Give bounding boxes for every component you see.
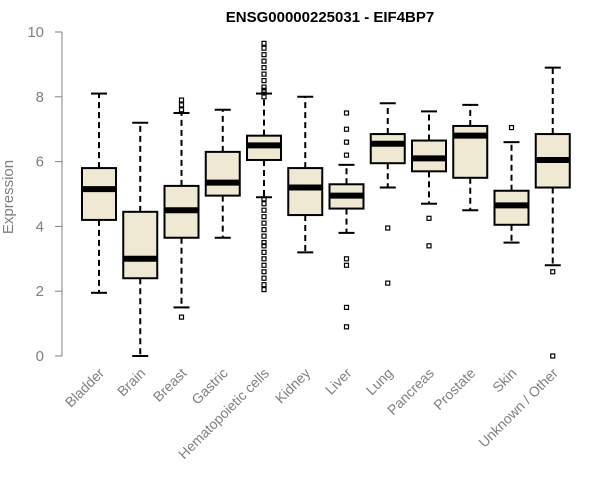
outlier-point xyxy=(261,89,267,95)
outlier-point xyxy=(261,45,267,51)
outlier-point xyxy=(261,275,267,281)
outlier-point xyxy=(178,102,185,108)
outlier-point xyxy=(178,107,185,113)
outlier-point xyxy=(343,139,350,145)
outlier-point xyxy=(550,269,556,275)
x-tick-label: Skin xyxy=(489,365,520,396)
box-group xyxy=(493,124,530,244)
iqr-box xyxy=(122,210,159,280)
outlier-point xyxy=(550,353,556,359)
box-group xyxy=(122,121,159,357)
box-group xyxy=(287,95,324,254)
outlier-point xyxy=(261,201,267,207)
outlier-point xyxy=(261,207,267,213)
outlier-point xyxy=(261,227,267,233)
outlier-point xyxy=(261,269,267,275)
outlier-point xyxy=(261,286,267,293)
y-tick-label: 6 xyxy=(36,154,44,171)
outlier-point xyxy=(343,126,350,132)
outlier-point xyxy=(261,40,267,46)
outlier-point xyxy=(343,262,350,268)
outlier-point xyxy=(343,110,350,116)
iqr-box xyxy=(204,150,241,197)
y-tick-label: 4 xyxy=(36,218,44,235)
outlier-point xyxy=(343,256,350,262)
x-tick-label: Bladder xyxy=(62,365,108,411)
x-tick-label: Breast xyxy=(150,365,190,405)
box-group xyxy=(411,110,447,249)
outlier-point xyxy=(261,256,267,262)
y-tick-label: 8 xyxy=(36,89,44,106)
box-group xyxy=(81,92,117,294)
iqr-box xyxy=(287,167,324,217)
box-group xyxy=(246,40,282,293)
y-axis-label: Expression xyxy=(0,160,17,234)
outlier-point xyxy=(343,152,350,158)
y-tick-label: 2 xyxy=(36,283,44,300)
outlier-point xyxy=(385,225,391,231)
box-group xyxy=(163,97,200,320)
outlier-point xyxy=(426,243,432,249)
outlier-point xyxy=(385,280,391,286)
chart-title: ENSG00000225031 - EIF4BP7 xyxy=(226,9,434,26)
outlier-point xyxy=(261,262,267,268)
box-group xyxy=(328,110,365,330)
outlier-point xyxy=(261,243,267,249)
iqr-box xyxy=(81,167,117,221)
outlier-point xyxy=(261,196,267,202)
iqr-box xyxy=(369,133,406,165)
outlier-point xyxy=(261,240,267,246)
outlier-point xyxy=(261,249,267,255)
outlier-point xyxy=(508,124,515,131)
x-tick-label: Kidney xyxy=(272,365,314,407)
outlier-point xyxy=(261,282,267,288)
outlier-point xyxy=(261,71,267,77)
x-tick-label: Prostate xyxy=(430,365,478,413)
outlier-point xyxy=(261,214,267,220)
box-group xyxy=(369,102,406,286)
box-group xyxy=(452,103,489,212)
x-tick-label: Lung xyxy=(363,365,396,398)
box-group xyxy=(204,108,241,239)
y-axis: 0 2 4 6 8 10 xyxy=(27,24,63,365)
x-tick-label: Brain xyxy=(114,365,148,399)
outlier-point xyxy=(261,84,267,90)
outlier-point xyxy=(178,97,185,103)
boxes xyxy=(81,40,571,359)
y-tick-label: 0 xyxy=(36,348,44,365)
outlier-point xyxy=(426,215,432,221)
outlier-point xyxy=(261,52,267,58)
outlier-point xyxy=(343,304,350,310)
outlier-point xyxy=(261,233,267,239)
outlier-point xyxy=(261,220,267,226)
outlier-point xyxy=(343,324,350,330)
x-tick-label: Liver xyxy=(322,365,355,398)
box-group xyxy=(534,66,571,359)
outlier-point xyxy=(178,314,185,320)
outlier-point xyxy=(261,58,267,64)
outlier-point xyxy=(261,65,267,71)
y-tick-label: 10 xyxy=(27,24,44,41)
outlier-point xyxy=(261,77,267,84)
outlier-point xyxy=(261,94,267,100)
